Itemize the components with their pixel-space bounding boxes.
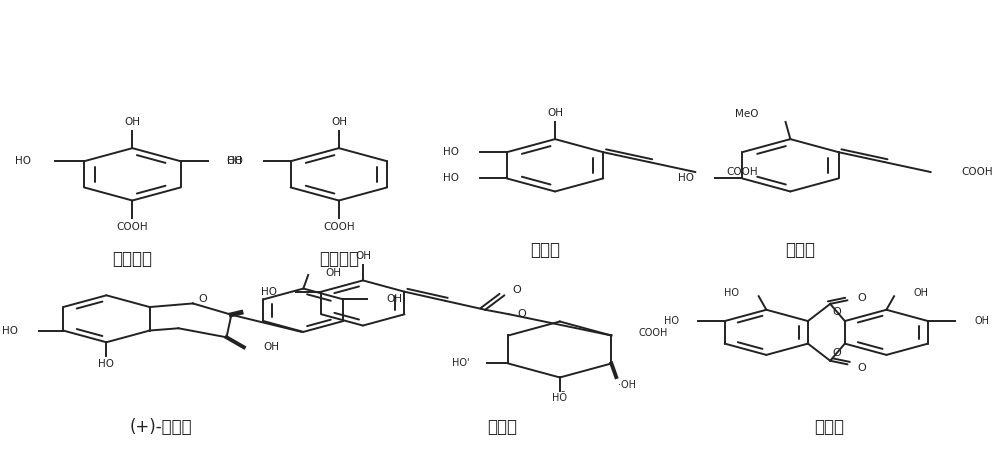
Text: OH: OH [227, 156, 243, 166]
Text: COOH: COOH [962, 167, 993, 177]
Text: HO: HO [227, 156, 243, 166]
Text: 没食子酸: 没食子酸 [112, 250, 152, 268]
Text: HO: HO [443, 173, 459, 183]
Text: OH: OH [913, 287, 928, 298]
Text: O: O [857, 293, 866, 303]
Text: ·OH: ·OH [618, 380, 636, 390]
Text: HO: HO [664, 316, 679, 326]
Text: COOH: COOH [323, 222, 355, 232]
Text: OH: OH [124, 117, 140, 127]
Text: COOH: COOH [726, 167, 758, 177]
Text: OH: OH [325, 268, 341, 278]
Text: 鞣花酸: 鞣花酸 [814, 418, 844, 436]
Text: O: O [857, 363, 866, 373]
Text: O: O [832, 307, 841, 317]
Text: OH: OH [331, 117, 347, 127]
Text: (+)-儿茶素: (+)-儿茶素 [130, 418, 192, 436]
Text: MeO: MeO [735, 109, 759, 119]
Text: O: O [832, 348, 841, 358]
Text: HO: HO [2, 325, 18, 335]
Text: OH: OH [263, 342, 279, 352]
Text: OH: OH [974, 316, 989, 326]
Text: HO: HO [443, 147, 459, 157]
Text: O: O [517, 309, 526, 319]
Text: 原儿茶酸: 原儿茶酸 [319, 250, 359, 268]
Text: O: O [198, 294, 207, 304]
Text: HO: HO [678, 173, 694, 183]
Text: COOH: COOH [117, 222, 148, 232]
Text: HO: HO [724, 287, 739, 298]
Text: COOH: COOH [638, 328, 668, 338]
Text: 绿原酸: 绿原酸 [487, 418, 517, 436]
Text: HO: HO [98, 359, 114, 369]
Text: 咖啡酸: 咖啡酸 [530, 241, 560, 259]
Text: OH: OH [355, 251, 371, 261]
Text: OH: OH [547, 108, 563, 118]
Text: O: O [512, 285, 521, 295]
Text: 阿魏酸: 阿魏酸 [785, 241, 815, 259]
Text: OH: OH [387, 294, 403, 304]
Text: HŌ: HŌ [552, 393, 567, 403]
Text: HO': HO' [452, 358, 470, 368]
Text: HO: HO [261, 287, 277, 297]
Text: HO: HO [15, 156, 31, 166]
